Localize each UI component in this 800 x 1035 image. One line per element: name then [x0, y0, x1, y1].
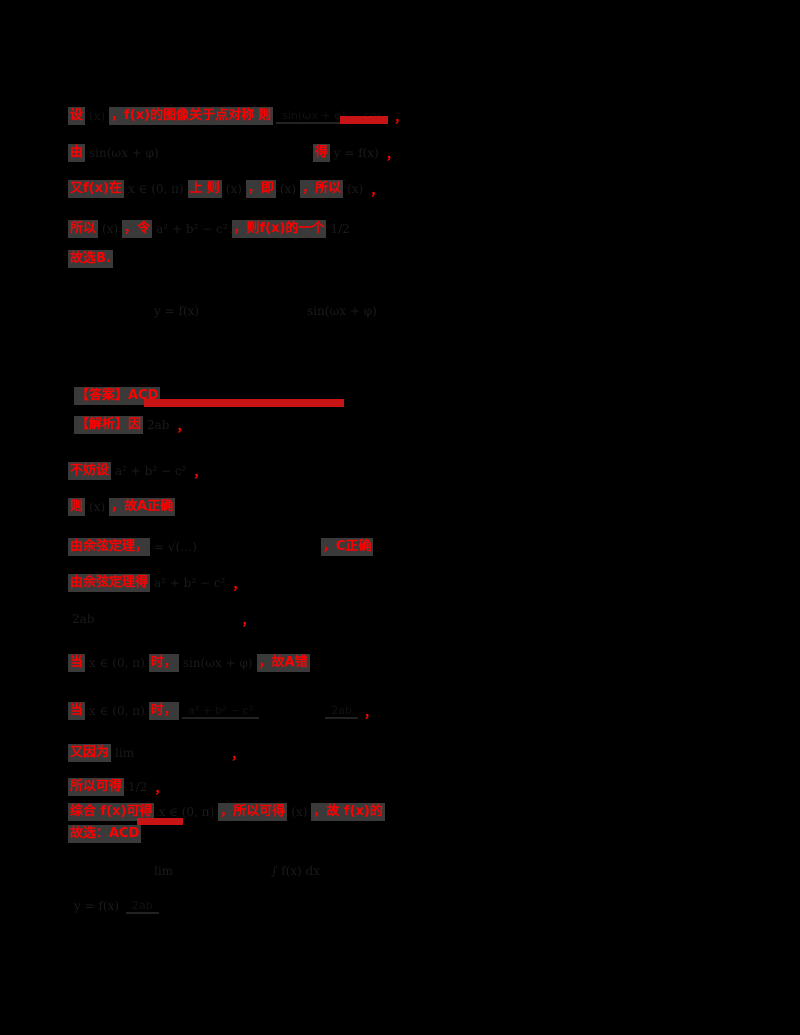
text-segment: 上 [187, 180, 205, 198]
formula: a² + b² − c² [154, 576, 226, 590]
line-4: 所以 (x) ，令 a² + b² − c² ，则f(x)的一个 1/2 [68, 218, 354, 240]
punctuation: ， [370, 183, 384, 199]
highlight-rule [137, 818, 183, 825]
formula: sin(ωx + φ) [89, 146, 159, 160]
text-segment: 当 [68, 702, 86, 720]
text-segment: 由余弦定理得 [68, 574, 151, 592]
text-segment: 则 [204, 180, 222, 198]
line-m5: 2ab ， [68, 608, 258, 630]
text-segment: ，f(x)的图像关于点对称 [109, 107, 257, 125]
text-segment: 所以 [68, 220, 99, 238]
formula: y = f(x) [154, 304, 200, 318]
text-segment: ，故A正确 [109, 498, 176, 516]
text-segment: ，所以 [300, 180, 344, 198]
formula: lim [115, 746, 135, 760]
bottom-formula: lim ∫ f(x) dx [150, 860, 324, 882]
text-segment: 则 [68, 498, 86, 516]
line-5: 故选B. [68, 248, 113, 270]
analysis-label: 【解析】因 [74, 416, 144, 434]
formula: x ∈ (0, π) [89, 656, 145, 670]
formula: (x) [89, 500, 106, 514]
fraction: sin(ωx + φ) [276, 109, 352, 124]
text-segment: 时， [148, 654, 179, 672]
line-m4: 由余弦定理得 a² + b² − c² ， [68, 572, 248, 594]
text-segment: 综合 f(x)可得 [68, 803, 155, 821]
text-segment: 得 [312, 144, 330, 162]
text-segment: ，令 [122, 220, 153, 238]
conclusion: 故选：ACD [68, 825, 142, 843]
formula: = √(…) [154, 540, 197, 554]
text-segment: 又f(x)在 [68, 180, 124, 198]
formula: 1/2 [128, 780, 148, 794]
line-m8: 又因为 lim ， [68, 742, 247, 764]
line-m7: 当 x ∈ (0, π) 时， a² + b² − c² 2ab ， [68, 700, 380, 722]
formula: ∫ f(x) dx [271, 864, 320, 878]
analysis-line: 【解析】因 2ab ， [74, 414, 193, 436]
punctuation: ， [193, 465, 207, 481]
punctuation: ， [394, 110, 408, 126]
punctuation: ， [241, 613, 255, 629]
formula: sin(ωx + φ) [307, 304, 377, 318]
formula: a² + b² − c² [156, 222, 228, 236]
formula: a² + b² − c² [115, 464, 187, 478]
answer-label: 【答案】ACD [74, 387, 161, 405]
fraction: a² + b² − c² [181, 704, 260, 719]
formula: y = f(x) [74, 899, 120, 913]
line-m1: 不妨设 a² + b² − c² ， [68, 460, 209, 482]
text-segment: ，故A错 [256, 654, 310, 672]
text-segment: ，即 [245, 180, 276, 198]
conclusion: 故选B. [68, 250, 113, 268]
text-segment: ，C正确 [320, 538, 374, 556]
punctuation: ， [232, 577, 246, 593]
line-m11: 故选：ACD [68, 823, 142, 845]
fraction: 2ab [126, 899, 159, 914]
text-segment: ，所以可得 [218, 803, 288, 821]
formula: 1/2 [330, 222, 350, 236]
line-m10: 综合 f(x)可得 x ∈ (0, π) ，所以可得 (x) ，故 f(x)的 [68, 801, 385, 823]
formula: (x) [102, 222, 119, 236]
line-m3: 由余弦定理， = √(…) ，C正确 [68, 536, 374, 558]
text-segment: 不妨设 [68, 462, 112, 480]
formula: 2ab [72, 612, 95, 626]
formula: x ∈ (0, π) [89, 704, 145, 718]
formula: x ∈ (0, π) [158, 805, 215, 819]
formula: sin(ωx + φ) [182, 656, 253, 670]
line-m6: 当 x ∈ (0, π) 时， sin(ωx + φ) ，故A错 [68, 652, 310, 674]
text-segment: 所以可得 [68, 778, 125, 796]
punctuation: ， [231, 747, 245, 763]
text-segment: 又因为 [68, 744, 112, 762]
line-m2: 则 (x) ，故A正确 [68, 496, 176, 518]
text-segment: 当 [68, 654, 86, 672]
text-segment: 由 [68, 144, 86, 162]
text-segment: ，则f(x)的一个 [231, 220, 327, 238]
formula: y = f(x) [333, 146, 379, 160]
formula: lim [154, 864, 174, 878]
line-2: 由 sin(ωx + φ) 得 y = f(x) ， [68, 142, 402, 164]
text-segment: 时， [148, 702, 179, 720]
text-segment: 由余弦定理， [68, 538, 151, 556]
punctuation: ， [176, 419, 190, 435]
formula: (x) [279, 182, 297, 196]
line-3: 又f(x)在 x ∈ (0, π) 上 则 (x) ，即 (x) ，所以 (x)… [68, 178, 386, 200]
punctuation: ， [154, 781, 168, 797]
punctuation: ， [363, 705, 377, 721]
formula: (x) [347, 182, 364, 196]
line-m9: 所以可得 1/2 ， [68, 776, 170, 798]
formula: (x) [291, 805, 308, 819]
formula: (x) [89, 109, 106, 123]
math-block: y = f(x) sin(ωx + φ) [150, 300, 381, 322]
answer-line: 【答案】ACD [74, 385, 161, 407]
text-segment: 则 [256, 107, 274, 125]
formula: x ∈ (0, π) [127, 182, 184, 196]
punctuation: ， [385, 147, 399, 163]
highlight-rule [340, 116, 388, 124]
bottom-formula-2: y = f(x) 2ab [70, 895, 162, 917]
answer-underline [144, 399, 344, 407]
formula: 2ab [147, 418, 170, 432]
formula: (x) [225, 182, 242, 196]
text-segment: ，故 f(x)的 [311, 803, 385, 821]
text-segment: 设 [68, 107, 86, 125]
fraction: 2ab [325, 704, 358, 719]
